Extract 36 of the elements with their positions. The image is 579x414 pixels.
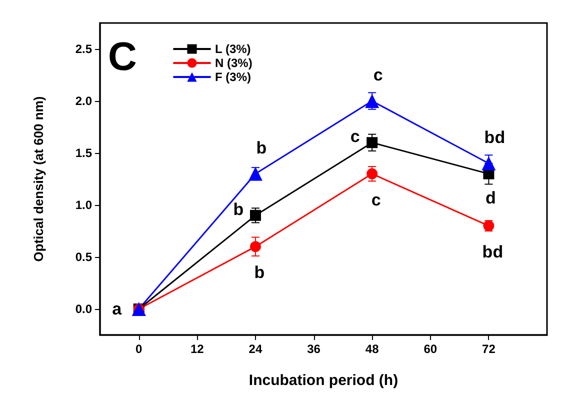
annotation: a xyxy=(112,300,122,318)
annotation: C xyxy=(108,35,137,79)
x-axis-title: Incubation period (h) xyxy=(248,372,398,389)
point xyxy=(248,166,262,181)
x-tick-label: 36 xyxy=(307,342,321,356)
x-tick-label: 0 xyxy=(136,342,143,356)
point xyxy=(365,94,380,108)
point xyxy=(366,168,378,180)
point xyxy=(250,241,261,252)
y-tick-label: 1.0 xyxy=(75,198,92,212)
legend-label: F (3%) xyxy=(215,70,252,84)
y-tick-label: 0.0 xyxy=(75,302,92,316)
x-tick-label: 60 xyxy=(424,342,438,356)
annotation: d xyxy=(486,188,496,208)
x-tick-label: 48 xyxy=(365,342,380,356)
annotation: bd xyxy=(482,242,504,262)
y-tick-label: 1.5 xyxy=(75,146,92,160)
annotation: b xyxy=(233,200,244,219)
x-tick-label: 12 xyxy=(190,342,204,356)
annotation: c xyxy=(371,190,381,210)
y-tick-label: 2.0 xyxy=(75,94,92,108)
annotation: b xyxy=(256,138,267,158)
point xyxy=(250,210,261,221)
y-axis-title: Optical density (at 600 nm) xyxy=(31,96,46,262)
point xyxy=(366,137,378,148)
x-tick-label: 72 xyxy=(482,342,496,356)
annotation: c xyxy=(350,127,360,146)
legend-label: L (3%) xyxy=(215,42,251,56)
annotation: b xyxy=(254,263,265,282)
annotation: c xyxy=(373,66,383,84)
annotation: bd xyxy=(484,128,506,147)
point xyxy=(482,156,496,170)
y-tick-label: 2.5 xyxy=(75,42,92,56)
legend-label: N (3%) xyxy=(215,56,252,70)
y-tick-label: 0.5 xyxy=(75,250,92,264)
x-tick-label: 24 xyxy=(248,342,262,356)
